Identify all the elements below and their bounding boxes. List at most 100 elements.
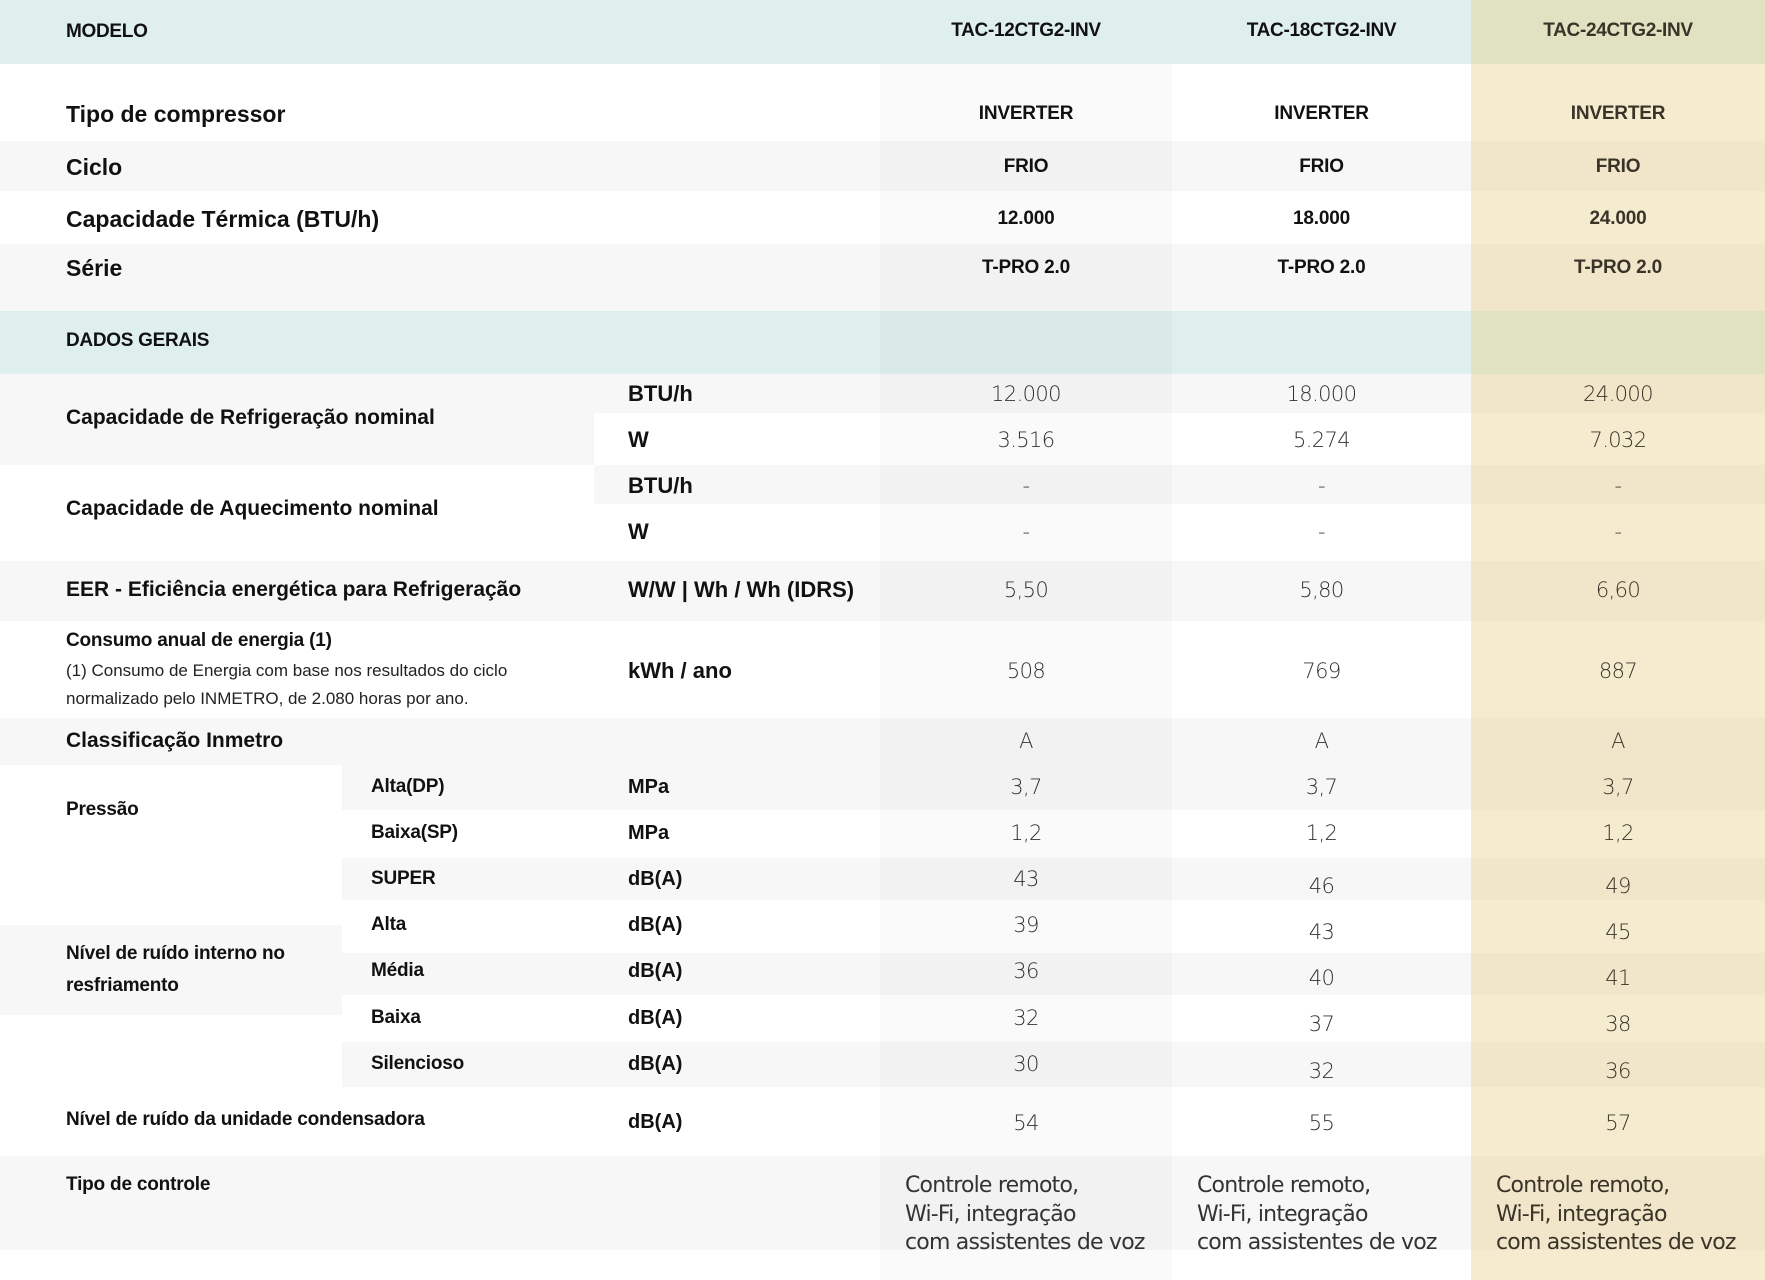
value-cell-model-1: 1,2 <box>1010 821 1042 845</box>
value-cell-model-2: 5.274 <box>1292 428 1351 452</box>
row-label: EER - Eficiência energética para Refrige… <box>66 578 522 601</box>
value-cell-model-1: INVERTER <box>978 103 1074 124</box>
unit-label: dB(A) <box>628 914 683 936</box>
column-header-model: MODELO <box>66 21 148 42</box>
row-band <box>0 718 1765 765</box>
row-label: Ciclo <box>66 154 123 180</box>
row-band <box>0 141 1765 191</box>
value-cell-model-1: 12.000 <box>997 208 1055 229</box>
highlight-column-header <box>1471 0 1765 64</box>
value-cell-model-3: A <box>1611 729 1625 753</box>
value-cell-model-2: A <box>1314 729 1329 753</box>
row-band <box>0 244 1765 311</box>
unit-label: W <box>628 519 649 544</box>
control-type-line: com assistentes de voz <box>1496 1230 1736 1255</box>
value-cell-model-1: 36 <box>1013 959 1039 983</box>
value-cell-model-2: 3,7 <box>1305 775 1338 799</box>
value-cell-model-3: 36 <box>1605 1059 1631 1083</box>
control-type-line: Wi-Fi, integração <box>905 1202 1076 1227</box>
value-cell-model-1: 30 <box>1013 1052 1039 1076</box>
row-label: Nível de ruído da unidade condensadora <box>66 1109 425 1130</box>
sub-label: Baixa <box>371 1007 421 1028</box>
row-band <box>594 465 1765 504</box>
row-label: Série <box>66 255 123 281</box>
value-cell-model-2: 1,2 <box>1305 821 1338 845</box>
value-cell-model-3: 6,60 <box>1595 578 1641 602</box>
row-band <box>0 925 342 1015</box>
value-cell-model-3: FRIO <box>1595 156 1641 177</box>
control-type-line: Wi-Fi, integração <box>1496 1202 1667 1227</box>
value-cell-model-2: 18.000 <box>1286 382 1357 406</box>
value-cell-model-3: 24.000 <box>1583 382 1653 406</box>
value-cell-model-2: 37 <box>1308 1012 1335 1036</box>
control-type-line: com assistentes de voz <box>1197 1230 1437 1255</box>
value-cell-model-1: 3,7 <box>1010 775 1042 799</box>
value-cell-model-3: 49 <box>1605 874 1631 898</box>
unit-label: BTU/h <box>628 381 693 406</box>
control-type-line: Wi-Fi, integração <box>1197 1202 1368 1227</box>
value-cell-model-3: 3,7 <box>1602 775 1634 799</box>
value-cell-model-1: 43 <box>1013 867 1039 891</box>
control-type-line: Controle remoto, <box>1496 1173 1670 1198</box>
row-band <box>342 765 1765 810</box>
row-label: Capacidade Térmica (BTU/h) <box>66 206 380 232</box>
sub-label: SUPER <box>371 868 436 889</box>
control-type-line: Controle remoto, <box>1197 1173 1371 1198</box>
sub-label: Alta <box>371 914 407 935</box>
row-band <box>0 374 594 465</box>
value-cell-model-3: 7.032 <box>1589 428 1647 452</box>
value-cell-model-2: 32 <box>1308 1059 1335 1083</box>
row-band <box>342 953 1765 995</box>
row-band <box>342 1042 1765 1087</box>
value-cell-model-2: T-PRO 2.0 <box>1277 257 1366 278</box>
row-label: Tipo de compressor <box>66 101 286 127</box>
value-cell-model-3: 38 <box>1605 1012 1631 1036</box>
unit-label: BTU/h <box>628 473 693 498</box>
value-cell-model-2: 46 <box>1308 874 1335 898</box>
value-cell-model-2: 40 <box>1308 966 1335 990</box>
model-name-header: TAC-18CTG2-INV <box>1246 20 1397 41</box>
unit-label: dB(A) <box>628 1053 683 1075</box>
footnote: normalizado pelo INMETRO, de 2.080 horas… <box>66 689 469 708</box>
sub-label: Baixa(SP) <box>371 822 458 843</box>
value-cell-model-2: - <box>1318 474 1326 498</box>
highlight-column-section <box>1471 311 1765 374</box>
value-cell-model-1: FRIO <box>1003 156 1049 177</box>
value-cell-model-1: T-PRO 2.0 <box>982 257 1070 278</box>
unit-label: dB(A) <box>628 868 683 890</box>
value-cell-model-3: 1,2 <box>1602 821 1634 845</box>
value-cell-model-3: - <box>1614 474 1623 498</box>
value-cell-model-1: 12.000 <box>991 382 1061 406</box>
value-cell-model-1: 32 <box>1013 1006 1039 1030</box>
row-label: Classificação Inmetro <box>66 729 284 752</box>
value-cell-model-1: 3.516 <box>997 428 1055 452</box>
model-name-header: TAC-24CTG2-INV <box>1543 20 1693 41</box>
unit-label: dB(A) <box>628 1111 683 1133</box>
control-type-line: com assistentes de voz <box>905 1230 1145 1255</box>
value-cell-model-2: - <box>1318 520 1326 544</box>
model-name-header: TAC-12CTG2-INV <box>951 20 1101 41</box>
unit-label: W/W | Wh / Wh (IDRS) <box>628 577 855 602</box>
unit-label: dB(A) <box>628 960 683 982</box>
value-cell-model-3: T-PRO 2.0 <box>1574 257 1662 278</box>
highlight-column <box>1471 64 1765 1280</box>
value-cell-model-3: - <box>1614 520 1623 544</box>
unit-label: kWh / ano <box>628 658 732 683</box>
row-band <box>342 858 1765 900</box>
value-cell-model-3: 41 <box>1605 966 1631 990</box>
footnote: (1) Consumo de Energia com base nos resu… <box>66 661 508 680</box>
unit-label: W <box>628 427 649 452</box>
value-cell-model-3: INVERTER <box>1570 103 1666 124</box>
row-label: Capacidade de Aquecimento nominal <box>66 497 439 520</box>
value-cell-model-1: 39 <box>1013 913 1039 937</box>
value-cell-model-1: A <box>1019 729 1033 753</box>
value-cell-model-1: 5,50 <box>1003 578 1049 602</box>
row-label: Capacidade de Refrigeração nominal <box>66 406 435 429</box>
value-cell-model-3: 24.000 <box>1589 208 1647 229</box>
value-cell-model-2: 18.000 <box>1293 208 1350 229</box>
unit-label: dB(A) <box>628 1007 683 1029</box>
value-cell-model-2: 769 <box>1302 659 1341 683</box>
row-label: resfriamento <box>66 975 179 996</box>
row-band <box>0 561 1765 621</box>
